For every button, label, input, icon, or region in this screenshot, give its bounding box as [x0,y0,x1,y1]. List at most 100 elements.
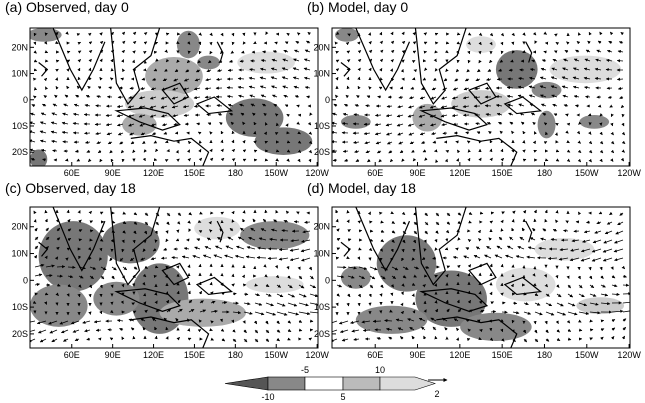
wind-vector [204,246,212,250]
wind-vector [578,293,585,298]
wind-vector [187,264,191,268]
wind-vector [85,140,91,144]
wind-vector [418,114,426,118]
wind-vector [307,31,312,36]
wind-vector [489,220,494,224]
wind-vector [529,68,536,72]
wind-vector [258,237,267,241]
wind-vector [109,257,113,262]
wind-vector [515,255,525,259]
wind-vector [106,132,113,136]
wind-vector [500,148,504,153]
wind-vector [256,256,267,260]
wind-vector [36,320,47,325]
wind-vector [160,105,168,109]
wind-vector [386,141,393,145]
wind-vector [511,149,515,153]
wind-vector [412,41,417,45]
wind-vector [276,311,288,316]
wind-vector [298,293,307,298]
wind-vector [54,94,58,99]
wind-vector [188,309,195,313]
wind-vector [616,77,624,81]
wind-vector [121,248,125,253]
wind-vector [500,263,504,268]
wind-vector [96,141,102,145]
wind-vector [335,59,340,63]
wind-vector [336,284,343,288]
wind-vector [273,219,278,223]
wind-vector [252,112,256,116]
wind-vector [341,338,349,342]
wind-vector [332,158,338,162]
wind-vector [121,336,125,341]
wind-vector [271,85,278,89]
wind-vector [209,148,213,153]
wind-vector [150,87,157,91]
wind-vector [30,329,36,334]
wind-vector [411,149,415,153]
wind-vector [507,103,514,107]
wind-vector [589,284,595,289]
wind-vector [443,78,448,82]
wind-vector [95,131,102,136]
wind-vector [388,150,393,154]
wind-vector [332,338,338,342]
wind-vector [551,67,558,71]
wind-vector [121,59,125,63]
wind-vector [83,113,91,117]
wind-vector [346,59,351,63]
wind-vector [596,49,602,53]
wind-vector [435,212,440,217]
wind-vector [109,77,114,81]
wind-vector [55,85,59,90]
wind-vector [231,283,235,287]
wind-vector [40,112,47,116]
wind-vector [121,239,125,244]
wind-vector [358,275,365,279]
wind-vector [365,104,371,108]
wind-vector [489,263,493,268]
wind-vector [594,67,602,71]
colorbar-segment [267,376,306,391]
wind-vector [153,68,158,72]
wind-vector [154,239,158,243]
lon-label: 90E [410,168,426,178]
wind-vector [110,49,115,54]
lat-label: 20N [11,42,28,52]
wind-vector [243,302,251,306]
wind-vector [600,336,604,341]
wind-vector [467,50,471,55]
wind-vector [476,319,481,323]
wind-vector [231,210,235,215]
wind-vector [379,58,384,63]
wind-vector [54,40,59,44]
wind-vector [456,229,460,233]
wind-vector [165,58,170,63]
wind-vector [368,86,372,90]
wind-vector [116,104,124,109]
wind-vector [500,319,504,323]
wind-vector [545,293,550,297]
wind-vector [611,309,624,313]
wind-vector [252,218,256,223]
wind-vector [187,290,191,295]
wind-vector [573,58,580,62]
wind-vector [174,68,179,73]
wind-vector [206,113,212,117]
wind-vector [241,274,245,279]
wind-vector [144,265,148,269]
wind-vector [217,237,223,241]
wind-vector [56,246,60,251]
wind-vector [195,69,201,73]
wind-vector [431,87,437,91]
wind-vector [149,96,157,100]
wind-vector [346,76,350,81]
wind-vector [162,123,168,127]
wind-vector [239,103,245,107]
wind-vector [529,237,536,241]
wind-vector [109,337,114,341]
wind-vector [570,248,580,252]
wind-vector [163,131,168,135]
wind-vector [429,105,437,109]
